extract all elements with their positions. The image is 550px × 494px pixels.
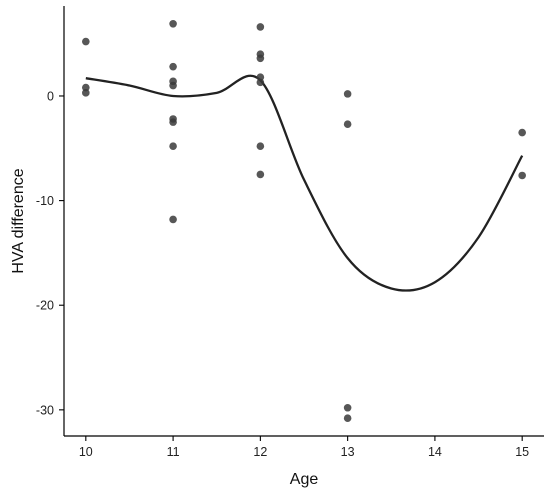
data-point: [518, 171, 526, 180]
data-point: [169, 142, 177, 150]
data-point: [256, 142, 265, 150]
x-tick-label: 13: [341, 445, 355, 459]
data-point: [256, 54, 265, 63]
data-point: [82, 89, 90, 97]
data-point: [169, 19, 177, 28]
data-point: [518, 128, 526, 137]
y-tick-label: 0: [47, 89, 54, 103]
x-axis-title: Age: [290, 471, 319, 488]
x-tick-label: 12: [253, 445, 267, 459]
data-point: [256, 23, 265, 31]
data-point: [343, 120, 352, 129]
data-point: [169, 81, 177, 90]
data-point: [169, 118, 177, 126]
data-points: [82, 19, 526, 423]
data-point: [169, 215, 177, 224]
smoothed-trend-line: [85, 74, 524, 292]
data-point: [256, 78, 265, 87]
y-axis-title: HVA difference: [10, 168, 27, 273]
data-point: [343, 403, 352, 412]
y-axis-ticks: -30 -20 -10 0: [36, 89, 64, 417]
data-point: [82, 83, 90, 92]
data-point: [343, 90, 352, 98]
y-tick-label: -10: [36, 194, 54, 208]
x-tick-label: 10: [79, 445, 93, 459]
data-point: [343, 414, 352, 423]
data-point: [256, 73, 265, 81]
x-tick-label: 14: [428, 445, 442, 459]
data-point: [169, 62, 177, 71]
x-axis-ticks: 10 11 12 13 14 15: [79, 436, 529, 459]
data-point: [256, 170, 265, 179]
data-point: [82, 37, 90, 46]
y-tick-label: -20: [36, 299, 54, 313]
y-tick-label: -30: [36, 403, 54, 417]
x-tick-label: 11: [167, 445, 180, 459]
x-tick-label: 15: [515, 445, 529, 459]
